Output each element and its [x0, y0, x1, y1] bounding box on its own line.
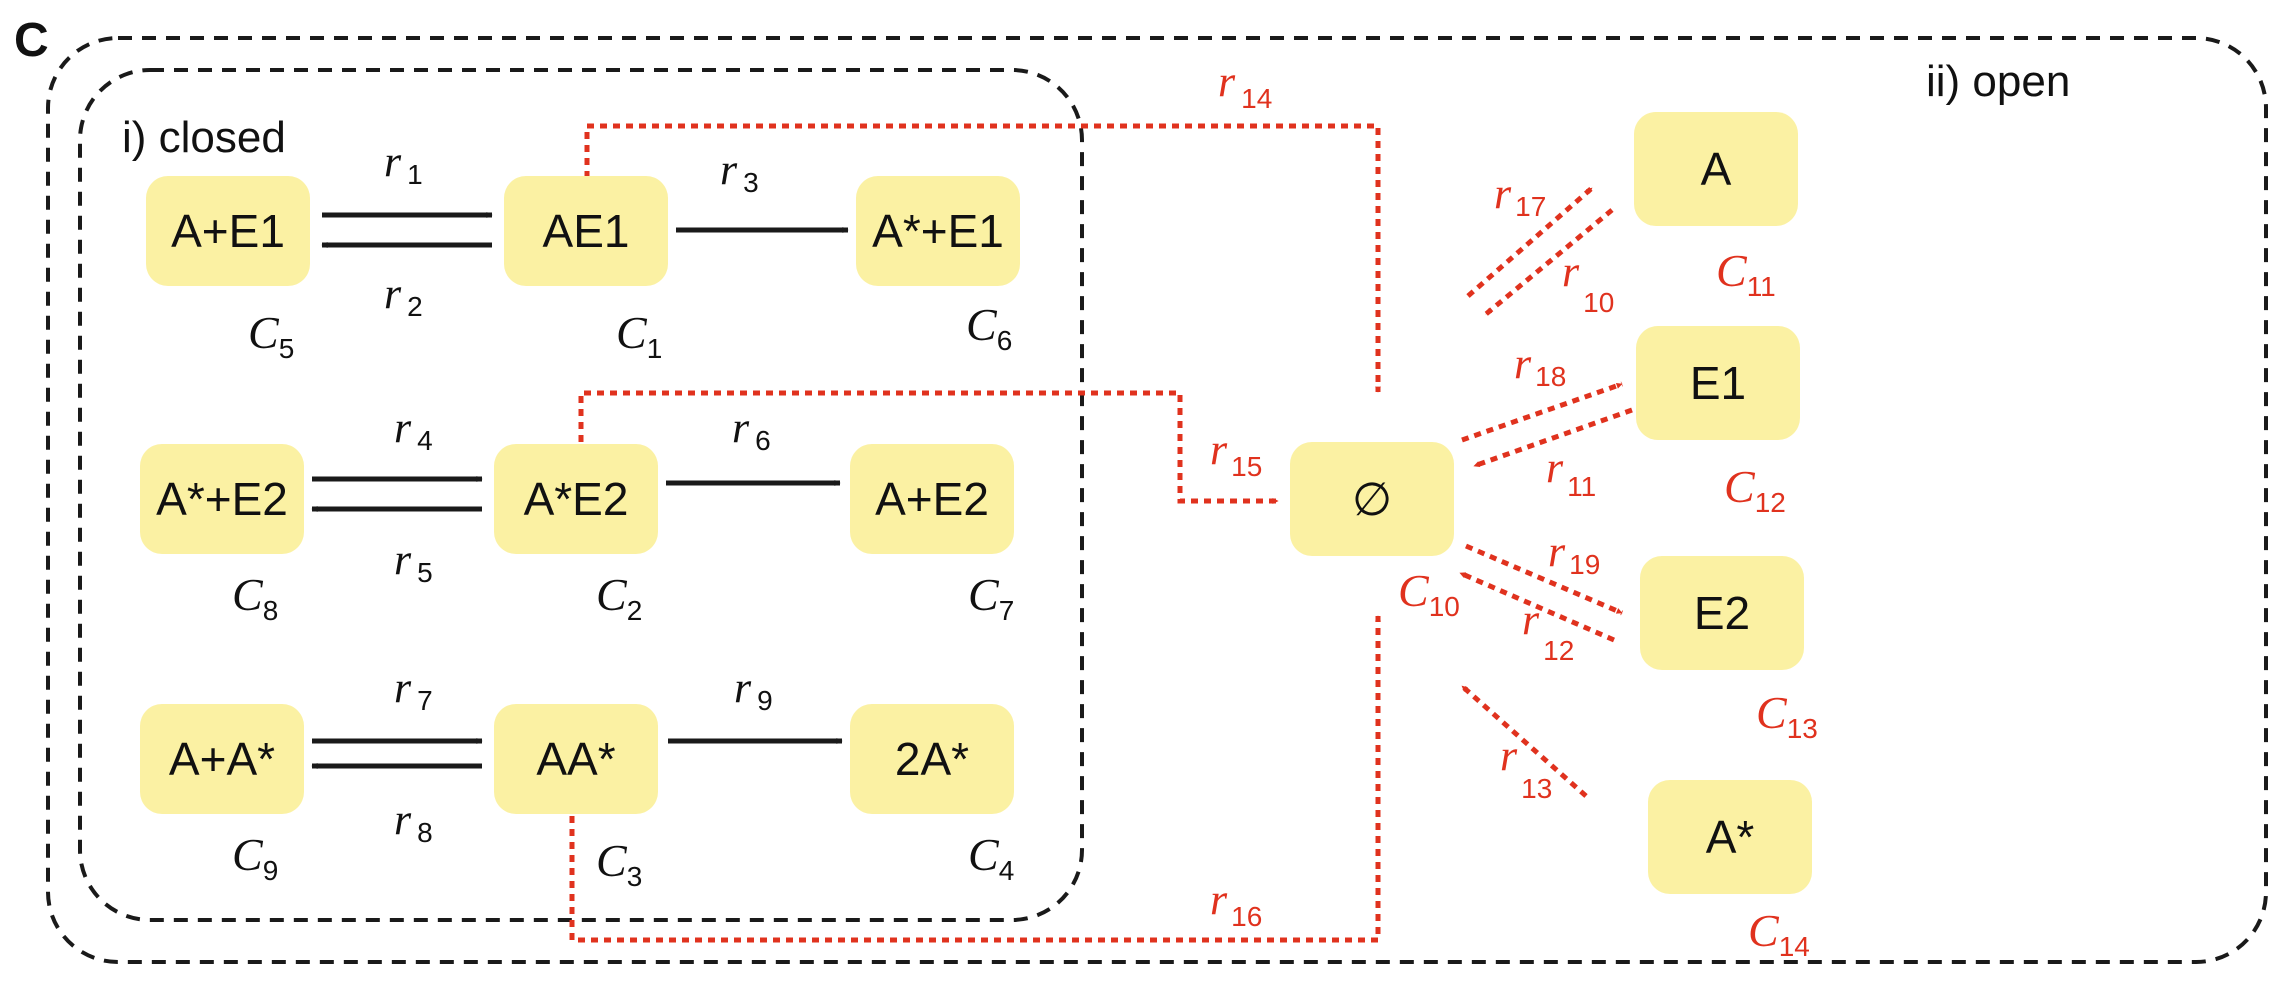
closed-region-boundary: [78, 68, 1084, 922]
complex-label-c14: C14: [1748, 905, 1810, 962]
node-label: AE1: [543, 205, 630, 257]
species-nodes: A+E1 AE1 A*+E1 A*+E2 A*E2 A+E2 A+A* A: [140, 112, 1812, 894]
species-node-astar-e1: A*+E1: [856, 176, 1020, 286]
arrow-r13: [1460, 684, 1588, 798]
arrow-r11: [1473, 407, 1633, 469]
node-label: ∅: [1352, 473, 1392, 525]
arrow-r10: [1484, 208, 1614, 316]
species-node-a-e1: A+E1: [146, 176, 310, 286]
rate-label-r13: r13: [1500, 731, 1552, 804]
species-node-empty-set: ∅: [1290, 442, 1454, 556]
species-node-astar-plus-e2: A*+E2: [140, 444, 304, 554]
node-label: A*: [1706, 811, 1755, 863]
rate-label-r16: r 16: [1210, 875, 1262, 932]
rate-label-r17: r 17: [1494, 169, 1546, 222]
closed-reaction-arrows: [311, 212, 849, 769]
node-label: 2A*: [895, 733, 969, 785]
species-node-e2: E2: [1640, 556, 1804, 670]
rate-label-r19: r 19: [1548, 527, 1600, 580]
rate-label-r14: r 14: [1218, 57, 1272, 114]
species-node-astar: A*: [1648, 780, 1812, 894]
complex-label-c12: C12: [1724, 461, 1786, 518]
complex-label-c4: C4: [968, 829, 1014, 886]
rate-label-r18: r 18: [1514, 339, 1566, 392]
species-node-e1: E1: [1636, 326, 1800, 440]
complex-label-c11: C11: [1716, 245, 1776, 302]
rate-label-r10: r10: [1562, 247, 1614, 318]
node-label: A*+E1: [872, 205, 1004, 257]
node-label: AA*: [536, 733, 615, 785]
arrow-r18: [1461, 381, 1623, 443]
species-node-astar-e2-complex: A*E2: [494, 444, 658, 554]
rate-label-r11: r 11: [1546, 443, 1596, 502]
species-node-2astar: 2A*: [850, 704, 1014, 814]
complex-label-c5: C5: [248, 307, 294, 364]
complex-label-c9: C9: [232, 829, 278, 886]
closed-region-label: i) closed: [122, 113, 286, 162]
species-node-a: A: [1634, 112, 1798, 226]
node-label: E1: [1690, 357, 1746, 409]
node-label: A+E2: [875, 473, 989, 525]
arrow-r14: [584, 123, 1381, 393]
complex-label-c7: C7: [968, 569, 1014, 626]
arrow-r17: [1466, 186, 1594, 298]
species-node-aastar: AA*: [494, 704, 658, 814]
open-reaction-arrows: [569, 123, 1633, 943]
node-label: A*E2: [524, 473, 629, 525]
node-label: A+A*: [169, 733, 275, 785]
species-node-a-plus-e2: A+E2: [850, 444, 1014, 554]
node-label: A*+E2: [156, 473, 288, 525]
node-label: A: [1701, 143, 1732, 195]
rate-label-r12: r12: [1522, 595, 1574, 666]
node-label: E2: [1694, 587, 1750, 639]
complex-label-c3: C3: [596, 835, 642, 892]
rate-label-r15: r 15: [1210, 425, 1262, 482]
complex-label-c6: C6: [966, 299, 1012, 356]
arrow-r15: [578, 390, 1279, 504]
arrow-r12: [1459, 570, 1615, 643]
species-node-a-plus-astar: A+A*: [140, 704, 304, 814]
complex-label-c2: C2: [596, 569, 642, 626]
panel-letter: C: [14, 14, 49, 67]
arrow-r16: [569, 615, 1381, 943]
node-label: A+E1: [171, 205, 285, 257]
open-region-boundary: [46, 36, 2268, 964]
open-region-label: ii) open: [1926, 57, 2070, 106]
complex-label-c13: C13: [1756, 687, 1818, 744]
complex-labels: C5 C1 C6 C8 C2 C7 C9 C3 C4 C10 C11 C12 C…: [232, 245, 1818, 962]
complex-label-c10: C10: [1398, 565, 1460, 622]
complex-label-c8: C8: [232, 569, 278, 626]
species-node-ae1: AE1: [504, 176, 668, 286]
complex-label-c1: C1: [616, 307, 662, 364]
arrow-r19: [1465, 543, 1623, 616]
